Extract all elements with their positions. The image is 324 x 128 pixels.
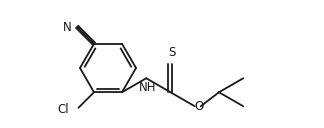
Text: O: O — [194, 100, 203, 113]
Text: S: S — [168, 46, 175, 59]
Text: N: N — [63, 21, 72, 34]
Text: NH: NH — [138, 81, 156, 94]
Text: Cl: Cl — [58, 103, 69, 116]
